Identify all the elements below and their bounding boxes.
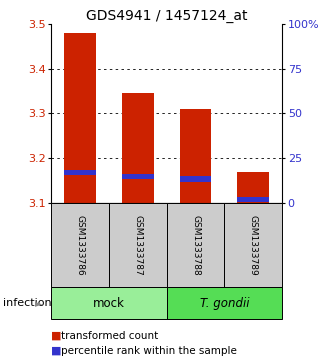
Bar <box>64 170 96 175</box>
Bar <box>180 109 212 203</box>
Text: ►: ► <box>35 298 42 308</box>
Text: GSM1333789: GSM1333789 <box>249 215 258 276</box>
Bar <box>122 93 154 203</box>
Bar <box>109 203 167 287</box>
Text: transformed count: transformed count <box>61 331 158 341</box>
Text: percentile rank within the sample: percentile rank within the sample <box>61 346 237 356</box>
Bar <box>51 287 167 319</box>
Bar <box>167 287 282 319</box>
Text: GSM1333786: GSM1333786 <box>76 215 84 276</box>
Text: ■: ■ <box>51 346 62 356</box>
Bar <box>51 203 109 287</box>
Text: mock: mock <box>93 297 125 310</box>
Bar <box>180 176 212 182</box>
Bar <box>64 33 96 203</box>
Bar <box>122 174 154 179</box>
Text: T. gondii: T. gondii <box>200 297 249 310</box>
Text: GSM1333788: GSM1333788 <box>191 215 200 276</box>
Title: GDS4941 / 1457124_at: GDS4941 / 1457124_at <box>86 9 248 23</box>
Bar <box>237 197 269 203</box>
Bar <box>224 203 282 287</box>
Bar <box>167 203 224 287</box>
Text: infection: infection <box>3 298 52 308</box>
Text: GSM1333787: GSM1333787 <box>133 215 142 276</box>
Text: ■: ■ <box>51 331 62 341</box>
Bar <box>237 172 269 203</box>
